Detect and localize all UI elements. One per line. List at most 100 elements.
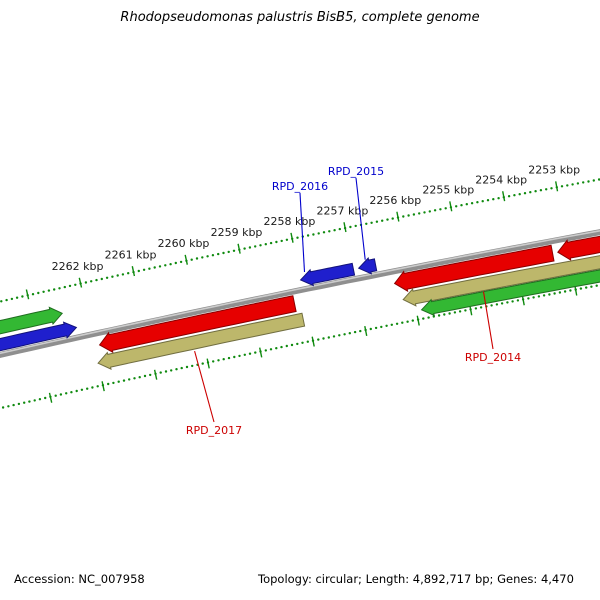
gene-label-RPD_2015: RPD_2015 (328, 165, 384, 178)
ruler-dot (275, 347, 278, 350)
ruler-dot (296, 342, 299, 346)
ruler-dot (116, 274, 119, 277)
ruler-major-tick (237, 243, 241, 254)
ruler-dot (453, 311, 457, 314)
ruler-major-tick (290, 232, 294, 243)
ruler-dot (474, 307, 478, 310)
ruler-dot (537, 295, 541, 298)
ruler-dot (232, 249, 236, 252)
ruler-dot (592, 179, 595, 182)
ruler-dot (486, 199, 490, 202)
ruler-dot (427, 316, 430, 319)
ruler-dot (175, 368, 178, 371)
ruler-dot (227, 250, 230, 254)
ruler-dot (354, 224, 357, 228)
ruler-dot (264, 349, 267, 352)
ruler-dot (317, 232, 320, 235)
gene-arrow-right-green-gene (420, 269, 600, 317)
ruler-label: 2262 kbp (52, 260, 104, 273)
genome-backbone-highlight (0, 229, 600, 355)
ruler-dot (128, 378, 131, 381)
ruler-dot (296, 236, 299, 239)
ruler-dot (191, 364, 194, 368)
ruler-dot (566, 184, 569, 187)
ruler-dot (75, 389, 78, 393)
ruler-dot (238, 354, 241, 358)
ruler-dot (148, 267, 151, 270)
genome-backbone (0, 229, 600, 358)
ruler-dot (259, 244, 262, 247)
ruler-dot (492, 198, 495, 201)
ruler-dot (370, 221, 373, 224)
ruler-dot (513, 194, 516, 197)
ruler-dot (385, 324, 388, 327)
ruler-label: 2258 kbp (263, 215, 315, 228)
ruler-major-tick (153, 369, 158, 380)
ruler-dot (349, 225, 352, 229)
ruler-dot (423, 211, 426, 214)
ruler-dot (348, 332, 351, 335)
ruler-major-tick (502, 191, 506, 202)
ruler-major-tick (206, 358, 210, 369)
ruler-dot (476, 201, 479, 204)
ruler-dot (137, 269, 140, 273)
ruler-dot (290, 343, 294, 347)
ruler-dot (269, 241, 273, 245)
ruler-major-tick (574, 285, 578, 296)
ruler-dot (590, 285, 593, 288)
ruler-dot (138, 376, 141, 379)
gene-arrow-left-blue-gene (0, 321, 78, 352)
ruler-dot (217, 359, 220, 362)
ruler-dot (332, 335, 336, 338)
ruler-label: 2256 kbp (369, 194, 421, 207)
gene-label-RPD_2017: RPD_2017 (186, 424, 242, 437)
ruler-dot (185, 365, 189, 369)
ruler-dot (80, 388, 84, 391)
ruler-major-tick (184, 254, 188, 265)
ruler-dot (553, 292, 556, 295)
ruler-dot (506, 301, 509, 304)
ruler-dot (112, 381, 115, 385)
ruler-dot (511, 300, 514, 303)
ruler-major-tick (311, 336, 315, 347)
ruler-label: 2260 kbp (158, 237, 210, 250)
ruler-dot (122, 379, 126, 382)
ruler-dot (1, 406, 5, 409)
ruler-dot (306, 234, 310, 237)
ruler-dot (333, 229, 336, 232)
ruler-major-tick (25, 289, 30, 300)
gene-label-line-RPD_2015 (355, 177, 366, 260)
ruler-dot (569, 289, 572, 292)
ruler-dot (587, 180, 590, 183)
ruler-dot (31, 293, 35, 296)
ruler-dot (174, 261, 177, 265)
ruler-dot (395, 322, 399, 325)
ruler-dot (437, 314, 441, 317)
ruler-dot (63, 285, 66, 289)
ruler-dot (38, 398, 42, 401)
ruler-dot (369, 327, 372, 331)
ruler-dot (322, 231, 326, 234)
ruler-dot (448, 312, 451, 315)
ruler-dot (365, 222, 368, 225)
ruler-dot (306, 340, 309, 343)
ruler-dot (428, 210, 431, 213)
ruler-dot (585, 286, 588, 289)
ruler-dot (90, 280, 93, 283)
ruler-dot (529, 191, 532, 194)
ruler-dot (86, 387, 89, 390)
ruler-label: 2257 kbp (316, 204, 368, 217)
ruler-dot (248, 246, 252, 249)
ruler-dot (54, 394, 57, 397)
ruler-dot (195, 257, 199, 260)
ruler-dot (42, 290, 45, 293)
gene-arrow-left-green-gene (0, 306, 64, 335)
ruler-dot (164, 370, 168, 373)
ruler-dot (133, 377, 136, 380)
footer-summary: Topology: circular; Length: 4,892,717 bp… (258, 572, 574, 586)
ruler-major-tick (101, 381, 105, 392)
ruler-dot (117, 380, 120, 383)
ruler-dot (433, 209, 437, 212)
ruler-dot (96, 385, 99, 388)
ruler-dot (301, 341, 304, 344)
